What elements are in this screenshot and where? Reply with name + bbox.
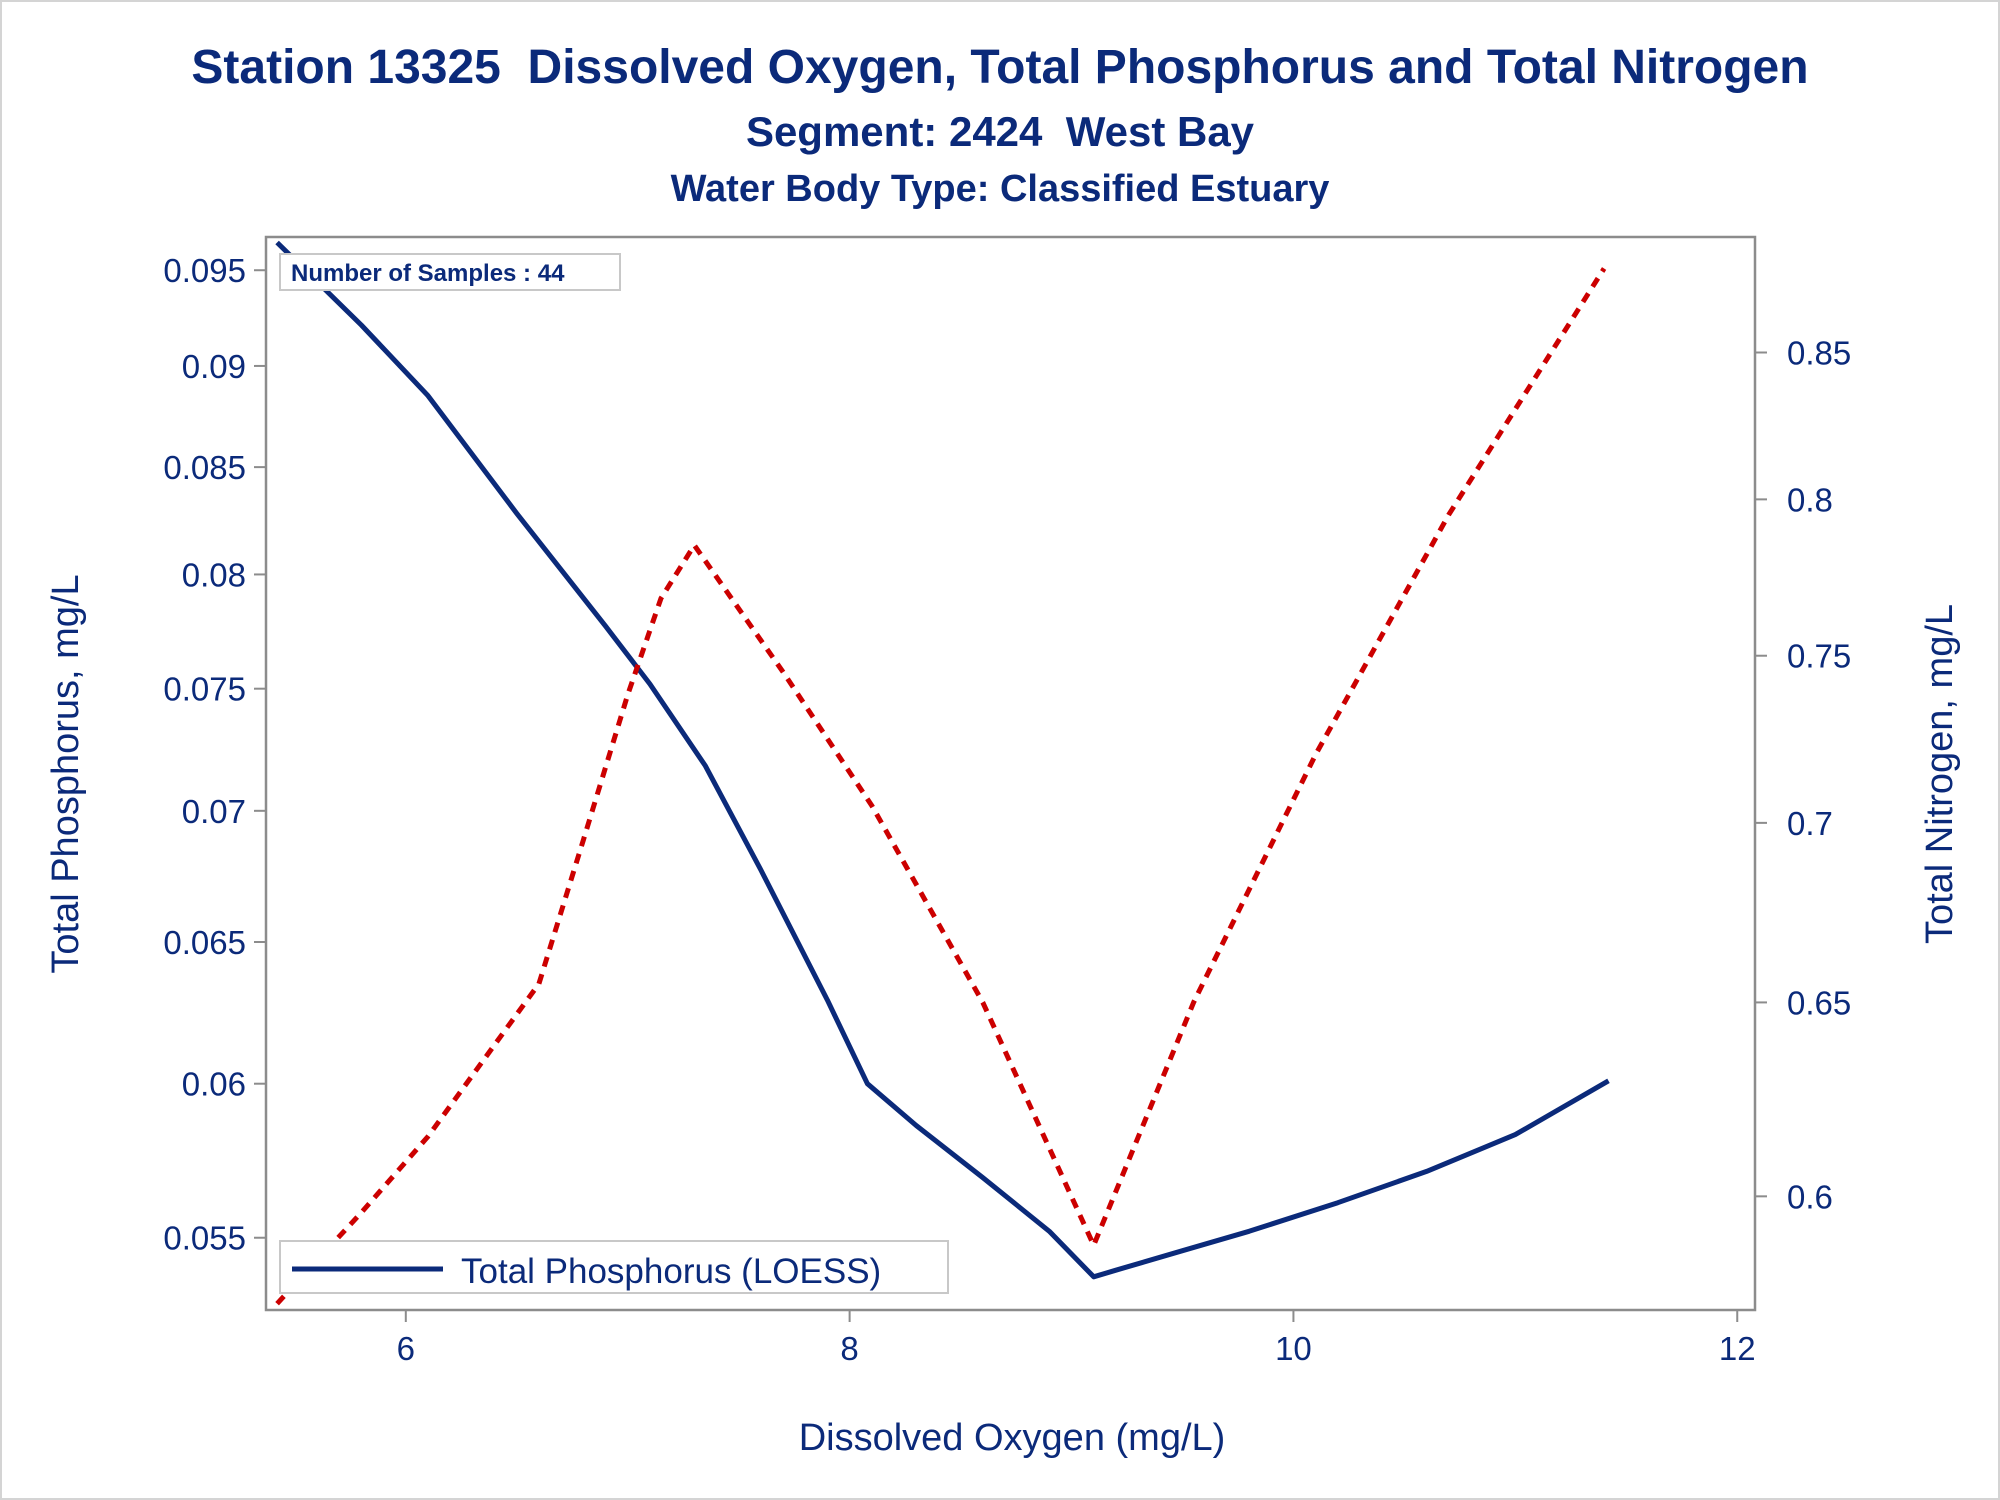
x-tick-label: 12 <box>1719 1330 1756 1367</box>
chart-subtitle-water-body: Water Body Type: Classified Estuary <box>670 168 1330 210</box>
y-axis-label: Total Phosphorus, mg/L <box>45 574 87 973</box>
y-tick-label: 0.095 <box>163 252 246 289</box>
legend-label-phosphorus: Total Phosphorus (LOESS) <box>461 1252 881 1291</box>
x-tick-label: 6 <box>397 1330 415 1367</box>
x-tick-label: 10 <box>1275 1330 1312 1367</box>
y-tick-label: 0.07 <box>182 793 246 830</box>
x-tick-label: 8 <box>840 1330 858 1367</box>
y2-axis-label: Total Nitrogen, mg/L <box>1919 604 1961 944</box>
y-tick-label: 0.06 <box>182 1066 246 1103</box>
y-tick-label: 0.08 <box>182 556 246 593</box>
samples-annotation: Number of Samples : 44 <box>279 253 621 291</box>
series-line-total-nitrogen <box>275 267 1607 1306</box>
y-tick-label: 0.085 <box>163 449 246 486</box>
y-tick-label: 0.065 <box>163 924 246 961</box>
y-axis-left: 0.055 0.06 0.065 0.07 0.075 0.08 0.085 0.09 0.09… <box>163 252 266 1257</box>
chart-title: Station 13325 Dissolved Oxygen, Total Ph… <box>191 41 1809 94</box>
y-tick-label: 0.09 <box>182 348 246 385</box>
series-layer <box>275 240 1610 1306</box>
y-tick-label: 0.055 <box>163 1220 246 1257</box>
legend: Total Phosphorus (LOESS) <box>279 1240 949 1294</box>
y2-tick-label: 0.6 <box>1787 1178 1833 1215</box>
y-axis-right: 0.6 0.65 0.7 0.75 0.8 0.85 <box>1755 334 1851 1215</box>
y-tick-label: 0.075 <box>163 671 246 708</box>
samples-annotation-box <box>279 253 621 291</box>
y2-tick-label: 0.65 <box>1787 984 1851 1021</box>
x-axis-label: Dissolved Oxygen (mg/L) <box>799 1417 1226 1459</box>
x-axis: 6 8 10 12 <box>397 1310 1756 1367</box>
y2-tick-label: 0.8 <box>1787 481 1833 518</box>
chart-subtitle: Segment: 2424 West Bay <box>745 108 1255 155</box>
series-line-total-phosphorus <box>275 240 1610 1280</box>
y2-tick-label: 0.75 <box>1787 638 1851 675</box>
plot-area-border <box>264 235 1757 1312</box>
y2-tick-label: 0.7 <box>1787 805 1833 842</box>
samples-annotation-text: Number of Samples : 44 <box>291 260 565 287</box>
y2-tick-label: 0.85 <box>1787 334 1851 371</box>
